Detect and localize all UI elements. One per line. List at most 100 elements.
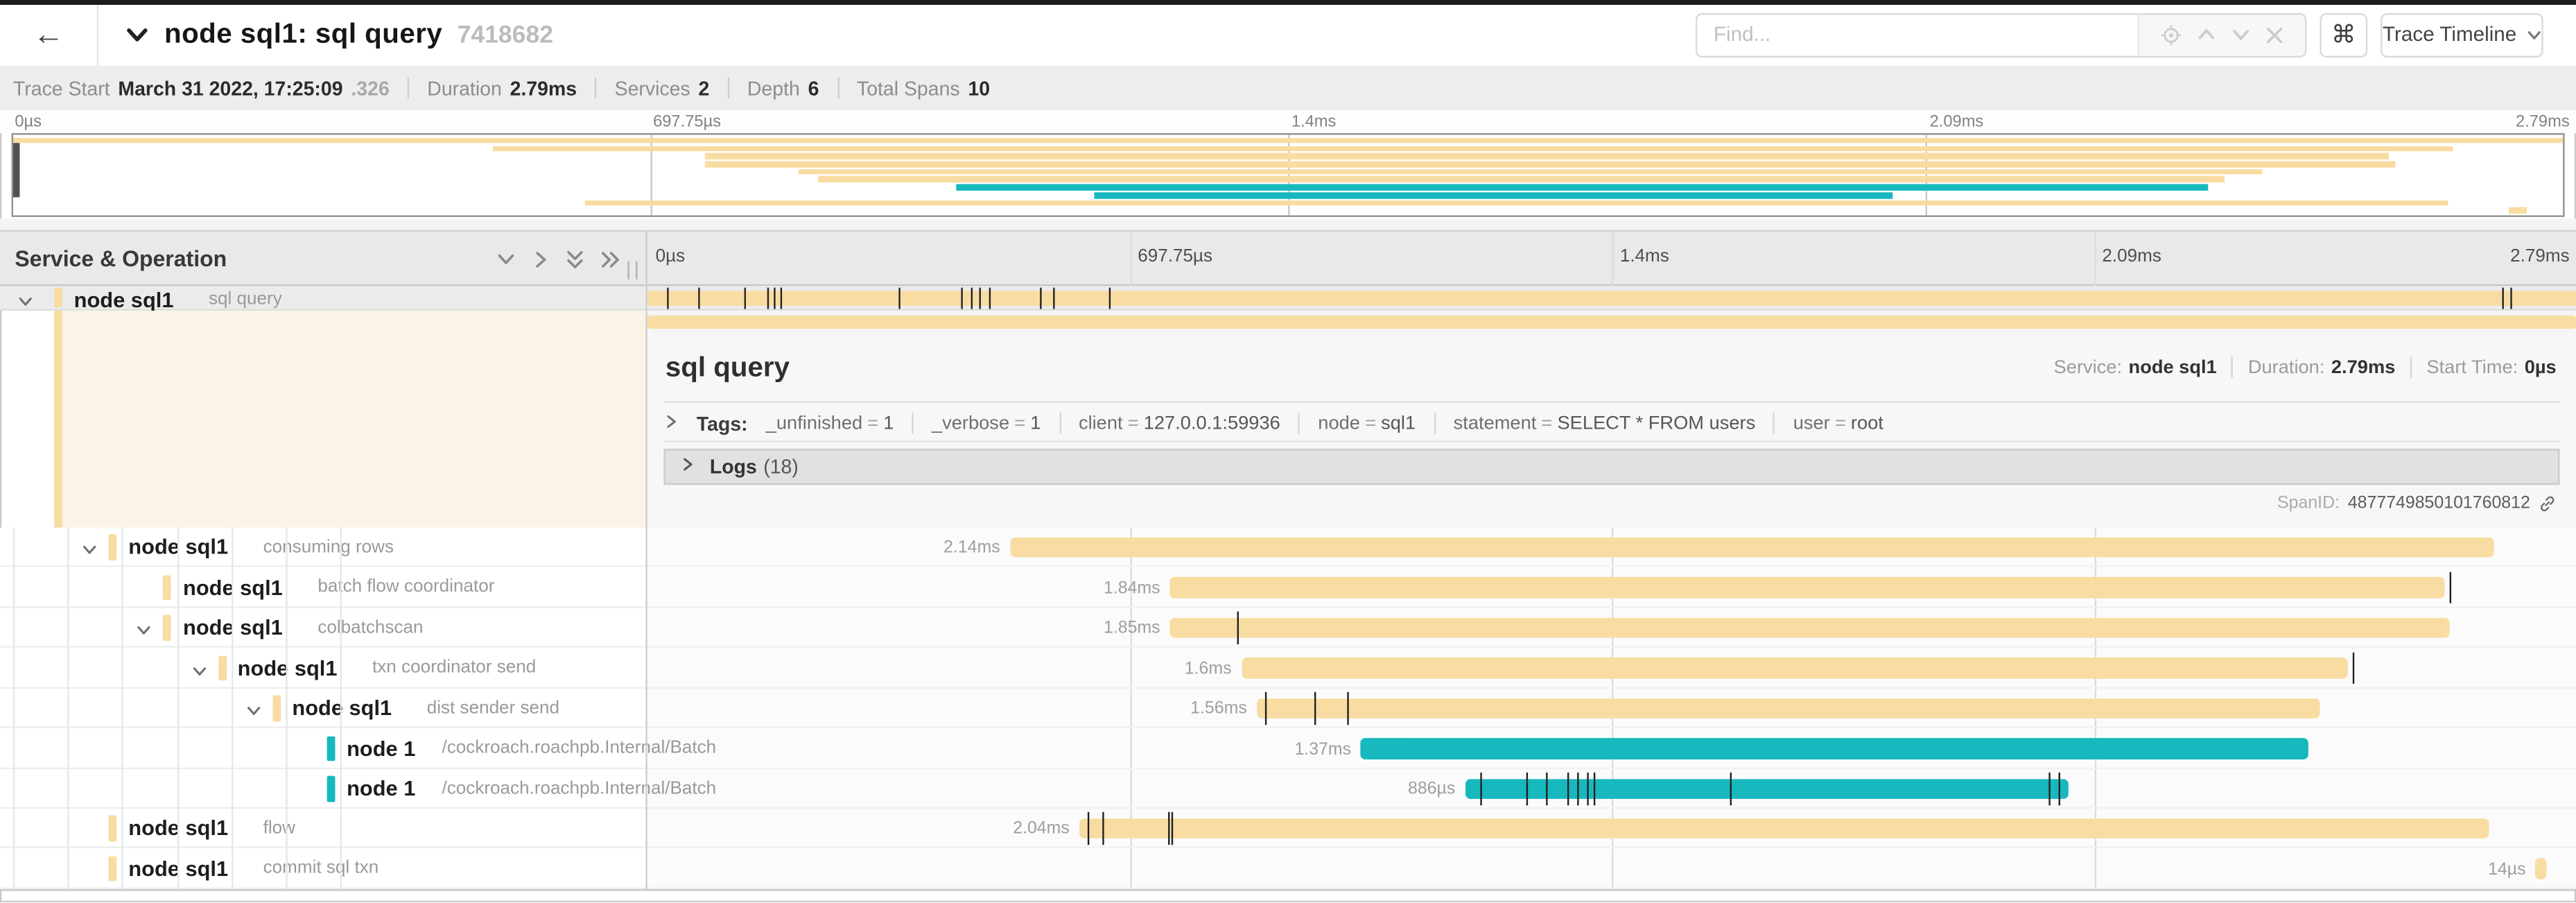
command-icon: ⌘ (2331, 21, 2356, 50)
operation-name: txn coordinator send (372, 657, 537, 678)
minimap-scrub-handle[interactable] (12, 138, 19, 198)
service-operation-header: Service & Operation (15, 246, 227, 272)
find-next-icon[interactable] (2231, 25, 2251, 44)
tree-row[interactable]: node sql1 colbatchscan (0, 608, 646, 648)
chevron-down-icon[interactable] (245, 698, 263, 728)
expand-all-icon[interactable] (598, 248, 621, 280)
span-row[interactable]: 2.14ms (647, 527, 2576, 568)
tag-key: _verbose (931, 413, 1010, 434)
total-spans-value: 10 (968, 76, 991, 100)
span-bar-sql-query-selected[interactable] (647, 315, 2576, 329)
tag-value: SELECT * FROM users (1557, 413, 1756, 434)
span-id-label: SpanID: (2277, 493, 2340, 514)
find-input[interactable] (1695, 12, 2138, 57)
view-select-button[interactable]: Trace Timeline (2381, 12, 2543, 57)
find-prev-icon[interactable] (2196, 25, 2216, 44)
locate-icon[interactable] (2160, 24, 2182, 45)
tag-equals: = (1541, 413, 1553, 434)
divider (407, 77, 410, 99)
trace-title-row[interactable]: node sql1: sql query 7418682 (125, 4, 553, 66)
span-detail-title: sql query (665, 352, 790, 384)
span-bar[interactable] (1241, 657, 2349, 678)
tree-row[interactable]: node sql1 flow (0, 809, 646, 849)
service-accent (327, 735, 336, 762)
span-bar[interactable] (2535, 859, 2548, 879)
minimap-canvas[interactable] (11, 132, 2565, 216)
back-button[interactable]: ← (0, 3, 99, 66)
tag-key: client (1078, 413, 1123, 434)
tree-row[interactable]: node sql1 batch flow coordinator (0, 567, 646, 608)
span-row[interactable]: 1.6ms (647, 648, 2576, 689)
span-duration-label: 2.04ms (1013, 819, 1070, 839)
span-bar[interactable] (1169, 577, 2445, 598)
chevron-down-icon[interactable] (135, 618, 153, 648)
service-label: Service: (2053, 358, 2123, 378)
minimap-underlay (0, 218, 2576, 231)
span-bar[interactable] (1256, 698, 2320, 719)
back-arrow-icon: ← (33, 17, 64, 53)
collapse-all-icon[interactable] (564, 248, 586, 280)
span-row[interactable]: 1.84ms (647, 567, 2576, 608)
log-tick (971, 287, 973, 310)
tag-value: 1 (1030, 413, 1041, 434)
minimap-span-bar (12, 137, 2564, 144)
chevron-down-icon[interactable] (81, 538, 99, 567)
tag-item[interactable]: node = sql1 (1318, 414, 1416, 433)
tree-row[interactable]: node sql1 commit sql txn (0, 848, 646, 889)
log-tick (697, 287, 699, 310)
span-row[interactable]: 1.56ms (647, 688, 2576, 729)
span-row[interactable]: 2.04ms (647, 809, 2576, 849)
log-tick (1347, 691, 1350, 725)
divider (595, 77, 597, 99)
span-bar[interactable] (1079, 818, 2489, 839)
rows-bottom-border (0, 888, 2576, 892)
tree-row[interactable]: node 1/cockroach.roachpb.Internal/Batch (0, 728, 716, 769)
span-bar[interactable] (1361, 738, 2308, 759)
timeline-ruler-label: 1.4ms (1619, 246, 1669, 267)
column-resize-handle[interactable] (627, 261, 638, 280)
tag-key: user (1793, 413, 1830, 434)
span-row[interactable]: 1.37ms (647, 728, 2576, 769)
chevron-down-icon[interactable] (17, 290, 35, 320)
timeline-ruler-label: 2.79ms (2510, 246, 2570, 267)
tags-accordion[interactable]: Tags: _unfinished = 1 _verbose = 1 client = 127.… (663, 406, 2560, 443)
find-clear-icon[interactable] (2266, 26, 2284, 44)
span-bar-sql-query[interactable] (647, 291, 2576, 306)
span-row-sql-query[interactable] (647, 286, 2576, 311)
log-tick (1526, 772, 1529, 805)
tree-row[interactable]: node sql1 consuming rows (0, 527, 646, 568)
log-tick (1237, 611, 1239, 644)
tree-row[interactable]: node sql1 dist sender send (0, 688, 646, 729)
span-bar[interactable] (1009, 537, 2494, 558)
span-bar[interactable] (1169, 617, 2449, 638)
keyboard-shortcuts-button[interactable]: ⌘ (2320, 12, 2368, 57)
span-row[interactable]: 14µs (647, 849, 2576, 889)
collapse-chevron-icon[interactable] (125, 23, 150, 48)
tree-row-sql-query[interactable]: node sql1 sql query (0, 286, 646, 312)
tree-row[interactable]: node sql1 txn coordinator send (0, 648, 646, 689)
service-value: node sql1 (2128, 358, 2217, 378)
tag-item[interactable]: _verbose = 1 (932, 414, 1041, 433)
link-icon[interactable] (2539, 495, 2557, 513)
span-row-sql-query-selected[interactable] (647, 310, 2576, 335)
log-tick (666, 287, 668, 310)
tag-item[interactable]: _unfinished = 1 (766, 414, 894, 433)
tag-item[interactable]: user = root (1793, 414, 1883, 433)
log-tick (1480, 772, 1483, 805)
operation-name: batch flow coordinator (317, 577, 495, 597)
span-bar[interactable] (1465, 778, 2069, 799)
span-row[interactable]: 886µs (647, 768, 2576, 809)
minimap-ruler-label: 2.79ms (2515, 113, 2570, 132)
span-row[interactable]: 1.85ms (647, 608, 2576, 648)
tree-row[interactable]: node 1/cockroach.roachpb.Internal/Batch (0, 768, 716, 809)
minimap-span-bar (1094, 191, 1892, 198)
chevron-down-icon[interactable] (190, 658, 208, 688)
tag-item[interactable]: client = 127.0.0.1:59936 (1079, 414, 1280, 433)
logs-accordion[interactable]: Logs (18) (663, 449, 2560, 486)
tag-item[interactable]: statement = SELECT * FROM users (1454, 414, 1756, 433)
expand-one-icon[interactable] (529, 248, 552, 280)
log-tick (2352, 651, 2354, 685)
service-name: node sql1 (73, 287, 174, 312)
minimap-span-bar (819, 176, 2224, 183)
collapse-one-icon[interactable] (494, 248, 517, 280)
